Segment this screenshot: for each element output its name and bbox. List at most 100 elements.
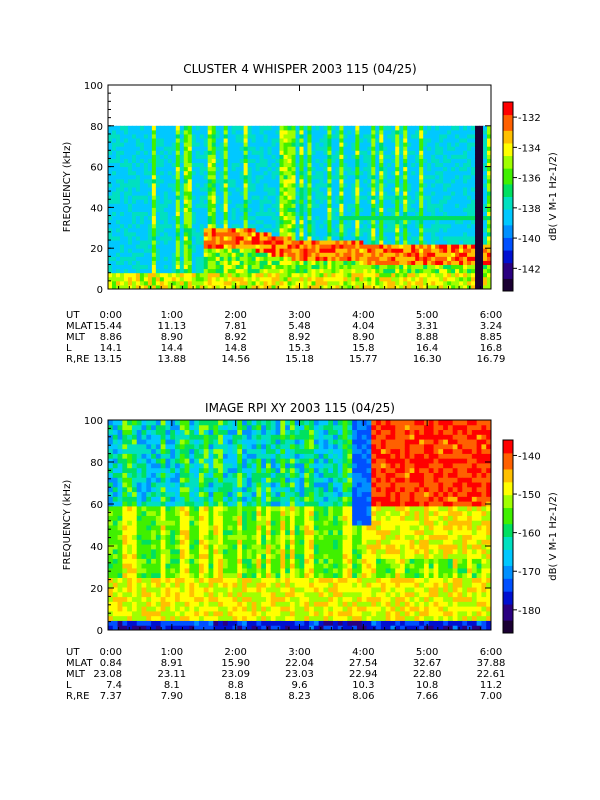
spectrogram-cell <box>143 162 149 168</box>
spectrogram-cell <box>195 211 201 217</box>
spectrogram-cell <box>215 138 221 143</box>
spectrogram-cell <box>151 577 157 583</box>
spectrogram-cell <box>487 227 492 233</box>
spectrogram-cell <box>119 231 125 237</box>
spectrogram-cell <box>115 231 121 237</box>
spectrogram-cell <box>279 187 285 192</box>
spectrogram-cell <box>283 227 289 233</box>
spectrogram-cell <box>215 235 221 241</box>
spectrogram-cell <box>271 260 277 266</box>
spectrogram-cell <box>251 138 257 143</box>
spectrogram-cell <box>115 219 121 225</box>
spectrogram-cell <box>375 187 380 192</box>
spectrogram-cell <box>219 162 225 168</box>
spectrogram-cell <box>179 162 185 168</box>
spectrogram-cell <box>295 158 300 164</box>
spectrogram-cell <box>211 170 217 176</box>
spectrogram-cell <box>263 231 269 237</box>
spectrogram-cell <box>243 182 249 188</box>
spectrogram-cell <box>283 248 289 253</box>
spectrogram-cell <box>479 195 484 200</box>
spectrogram-cell <box>363 252 368 257</box>
spectrogram-cell <box>475 129 480 135</box>
spectrogram-cell <box>335 138 340 143</box>
spectrogram-cell <box>251 133 257 139</box>
colorbar-tick-label: -138 <box>518 204 541 215</box>
spectrogram-cell <box>387 248 392 253</box>
spectrogram-cell <box>407 227 412 233</box>
spectrogram-cell <box>165 453 171 459</box>
spectrogram-cell <box>183 133 189 139</box>
spectrogram-cell <box>447 215 452 221</box>
spectrogram-cell <box>251 248 257 253</box>
spectrogram-cell <box>122 501 128 507</box>
spectrogram-cell <box>219 207 225 212</box>
spectrogram-cell <box>351 268 356 274</box>
spectrogram-cell <box>335 203 340 208</box>
spectrogram-cell <box>379 125 384 131</box>
spectrogram-cell <box>165 544 171 550</box>
spectrogram-cell <box>136 491 143 497</box>
table-cell: 16.30 <box>413 354 442 365</box>
spectrogram-cell <box>399 235 404 241</box>
spectrogram-cell <box>139 133 145 139</box>
spectrogram-cell <box>327 150 332 155</box>
spectrogram-cell <box>151 138 157 143</box>
colorbar-segment <box>503 262 513 267</box>
spectrogram-cell <box>471 280 476 286</box>
spectrogram-cell <box>191 142 197 147</box>
spectrogram-cell <box>339 207 344 212</box>
spectrogram-cell <box>219 166 225 172</box>
spectrogram-cell <box>127 615 133 621</box>
spectrogram-cell <box>355 227 360 233</box>
spectrogram-cell <box>379 142 384 147</box>
spectrogram-cell <box>146 563 152 569</box>
spectrogram-cell <box>311 272 316 278</box>
spectrogram-cell <box>219 138 225 143</box>
spectrogram-cell <box>343 187 348 192</box>
spectrogram-cell <box>287 129 293 135</box>
spectrogram-cell <box>339 252 344 257</box>
spectrogram-cell <box>243 170 249 176</box>
spectrogram-cell <box>203 434 210 440</box>
spectrogram-cell <box>415 174 420 180</box>
spectrogram-cell <box>271 211 277 217</box>
spectrogram-cell <box>371 211 376 217</box>
spectrogram-cell <box>395 191 400 196</box>
spectrogram-cell <box>135 211 141 217</box>
spectrogram-cell <box>155 133 161 139</box>
spectrogram-cell <box>399 260 404 266</box>
spectrogram-cell <box>198 515 205 521</box>
spectrogram-cell <box>131 235 137 241</box>
spectrogram-cell <box>423 195 428 200</box>
spectrogram-cell <box>283 276 289 282</box>
spectrogram-cell <box>335 280 340 286</box>
spectrogram-cell <box>483 170 488 176</box>
spectrogram-cell <box>287 203 293 208</box>
spectrogram-cell <box>479 280 484 286</box>
spectrogram-cell <box>331 215 336 221</box>
spectrogram-cell <box>243 150 249 155</box>
spectrogram-cell <box>122 486 128 493</box>
spectrogram-cell <box>155 572 162 578</box>
spectrogram-cell <box>267 158 273 164</box>
spectrogram-cell <box>136 563 143 569</box>
spectrogram-cell <box>311 219 316 225</box>
spectrogram-cell <box>315 182 320 188</box>
spectrogram-cell <box>211 276 217 282</box>
spectrogram-cell <box>139 166 145 172</box>
spectrogram-cell <box>187 240 193 245</box>
spectrogram-cell <box>431 199 436 204</box>
spectrogram-cell <box>165 534 171 540</box>
spectrogram-cell <box>371 162 376 168</box>
spectrogram-cell <box>279 174 285 180</box>
spectrogram-cell <box>307 174 312 180</box>
spectrogram-cell <box>307 223 312 229</box>
spectrogram-cell <box>123 150 129 155</box>
spectrogram-cell <box>179 223 185 229</box>
spectrogram-cell <box>159 280 165 286</box>
spectrogram-cell <box>117 462 123 469</box>
spectrogram-cell <box>198 582 205 588</box>
spectrogram-cell <box>263 235 269 241</box>
spectrogram-cell <box>155 462 162 469</box>
